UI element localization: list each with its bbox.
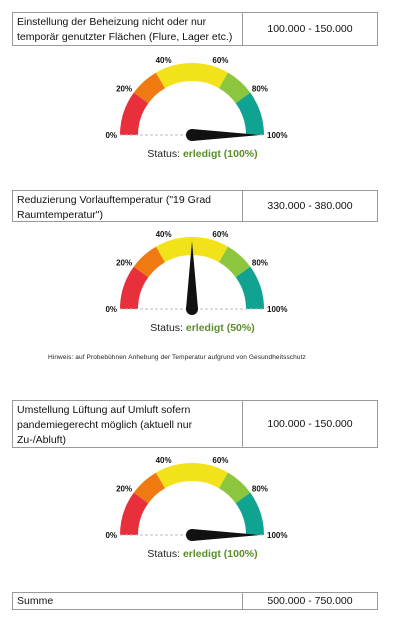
gauge-segment <box>120 492 149 535</box>
gauge-hub <box>186 529 198 541</box>
gauge-segment <box>192 237 228 263</box>
gauge-tick-label: 0% <box>105 531 117 540</box>
summary-value: 500.000 - 750.000 <box>267 595 353 607</box>
gauge-segment <box>156 63 192 89</box>
gauge-tick-label: 40% <box>156 230 172 239</box>
gauge-tick-label: 20% <box>116 259 132 268</box>
gauge-hub <box>186 303 198 315</box>
status-line-1: Status: erledigt (100%) <box>0 148 405 160</box>
status-value: erledigt (100%) <box>182 148 258 160</box>
gauge-tick-label: 40% <box>156 456 172 465</box>
status-label: Status: <box>150 322 183 334</box>
status-label: Status: <box>147 548 181 560</box>
measure-title: Einstellung der Beheizung nicht oder nur… <box>13 13 243 45</box>
gauge-tick-label: 20% <box>116 85 132 94</box>
gauge-tick-label: 60% <box>212 230 228 239</box>
gauge-segment <box>219 246 251 278</box>
gauge-3: 0% 20% 40% 60% 80% 100% <box>0 454 405 546</box>
gauge-segment <box>235 92 264 135</box>
gauge-2: 0% 20% 40% 60% 80% 100% <box>0 228 405 320</box>
measure-value: 100.000 - 150.000 <box>267 23 353 35</box>
gauge-svg: 0% 20% 40% 60% 80% 100% <box>105 456 287 541</box>
gauge-tick-label: 0% <box>105 305 117 314</box>
gauge-hub <box>186 129 198 141</box>
measure-row-1: Einstellung der Beheizung nicht oder nur… <box>12 12 378 46</box>
measure-row-3: Umstellung Lüftung auf Umluft sofern pan… <box>12 400 378 448</box>
status-value: erledigt (100%) <box>182 548 258 560</box>
gauge-1: 0% 20% 40% 60% 80% 100% <box>0 54 405 146</box>
status-value: erledigt (50%) <box>185 322 255 334</box>
gauge-segment <box>192 63 228 89</box>
gauge-tick-label: 80% <box>252 259 268 268</box>
gauge-segment <box>219 72 251 104</box>
gauge-needle <box>186 241 198 309</box>
note-text: Hinweis: auf Probebühnen Anhebung der Te… <box>48 354 306 361</box>
status-line-2: Status: erledigt (50%) <box>0 322 405 334</box>
gauge-tick-label: 100% <box>267 305 287 314</box>
gauge-segment <box>235 266 264 309</box>
gauge-tick-label: 80% <box>252 485 268 494</box>
gauge-segment <box>235 492 264 535</box>
gauge-tick-label: 20% <box>116 485 132 494</box>
status-line-3: Status: erledigt (100%) <box>0 548 405 560</box>
measure-value: 330.000 - 380.000 <box>267 200 353 212</box>
gauge-segment <box>219 472 251 504</box>
gauge-tick-label: 80% <box>252 85 268 94</box>
gauge-segment <box>133 246 165 278</box>
measure-title: Umstellung Lüftung auf Umluft sofern pan… <box>13 401 243 447</box>
gauge-segment <box>156 463 192 489</box>
gauge-tick-label: 100% <box>267 531 287 540</box>
summary-label: Summe <box>13 593 243 609</box>
gauge-svg: 0% 20% 40% 60% 80% 100% <box>105 56 287 141</box>
summary-row: Summe 500.000 - 750.000 <box>12 592 378 610</box>
gauge-needle <box>192 129 260 141</box>
gauge-segment <box>133 72 165 104</box>
status-label: Status: <box>147 148 181 160</box>
gauge-needle <box>192 529 260 541</box>
gauge-segment <box>192 463 228 489</box>
gauge-segment <box>156 237 192 263</box>
gauge-tick-label: 0% <box>105 131 117 140</box>
gauge-svg: 0% 20% 40% 60% 80% 100% <box>105 230 287 315</box>
measure-row-2: Reduzierung Vorlauftemperatur ("19 Grad … <box>12 190 378 222</box>
gauge-tick-label: 100% <box>267 131 287 140</box>
gauge-tick-label: 60% <box>212 456 228 465</box>
gauge-tick-label: 40% <box>156 56 172 65</box>
measure-title: Reduzierung Vorlauftemperatur ("19 Grad … <box>13 191 243 221</box>
measure-value: 100.000 - 150.000 <box>267 418 353 430</box>
gauge-segment <box>120 92 149 135</box>
gauge-segment <box>120 266 149 309</box>
gauge-segment <box>133 472 165 504</box>
gauge-tick-label: 60% <box>212 56 228 65</box>
